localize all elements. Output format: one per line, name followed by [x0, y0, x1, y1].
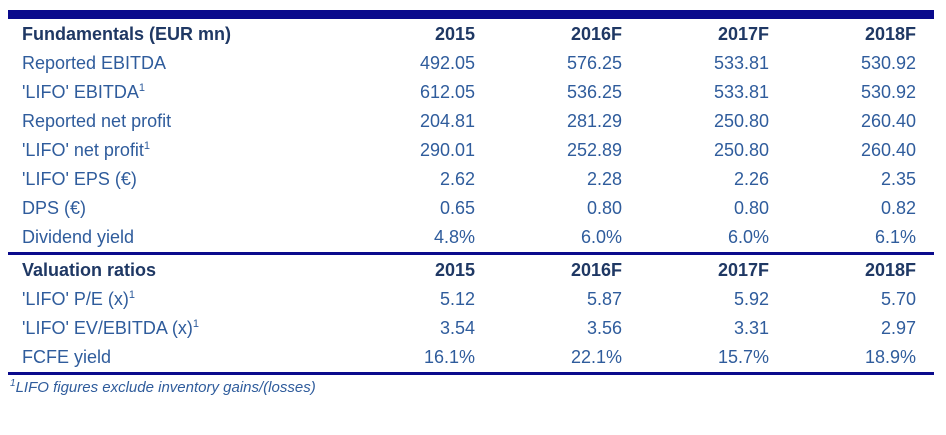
cell-value: 536.25: [566, 82, 622, 102]
cell-value: 5.87: [586, 289, 622, 309]
cell-value: 6.0%: [727, 227, 769, 247]
table-row-fcfe-yield: FCFE yield 16.1% 22.1% 15.7% 18.9%: [8, 343, 934, 372]
row-label-text: Dividend yield: [22, 227, 135, 247]
cell-value: 204.81: [419, 111, 475, 131]
column-header-2017f: 2017F: [717, 260, 769, 280]
cell-value: 22.1%: [570, 347, 622, 367]
column-header-2015: 2015: [434, 24, 475, 44]
row-label-text: Reported EBITDA: [22, 53, 167, 73]
financial-summary-table: Fundamentals (EUR mn) 2015 2016F 2017F 2…: [8, 10, 934, 399]
column-header-2018f: 2018F: [864, 260, 916, 280]
cell-value: 290.01: [419, 140, 475, 160]
cell-value: 18.9%: [864, 347, 916, 367]
row-label: FCFE yield: [8, 343, 328, 372]
column-header-2016f: 2016F: [570, 24, 622, 44]
cell-value: 0.82: [880, 198, 916, 218]
row-label-text: Reported net profit: [22, 111, 172, 131]
cell-value: 15.7%: [717, 347, 769, 367]
cell-value: 2.62: [439, 169, 475, 189]
column-header-2017f: 2017F: [717, 24, 769, 44]
table-row-dividend-yield: Dividend yield 4.8% 6.0% 6.0% 6.1%: [8, 223, 934, 252]
row-label-text: 'LIFO' P/E (x): [22, 289, 129, 309]
cell-value: 3.31: [733, 318, 769, 338]
cell-value: 6.0%: [580, 227, 622, 247]
row-label: 'LIFO' EV/EBITDA (x)1: [8, 314, 328, 343]
section-title-fundamentals: Fundamentals (EUR mn): [22, 24, 232, 44]
cell-value: 252.89: [566, 140, 622, 160]
row-label: 'LIFO' net profit1: [8, 136, 328, 165]
cell-value: 6.1%: [874, 227, 916, 247]
row-label: 'LIFO' EBITDA1: [8, 78, 328, 107]
row-label: DPS (€): [8, 194, 328, 223]
table-row-lifo-pe: 'LIFO' P/E (x)1 5.12 5.87 5.92 5.70: [8, 285, 934, 314]
valuation-header-row: Valuation ratios 2015 2016F 2017F 2018F: [8, 255, 934, 285]
row-label-text: 'LIFO' EV/EBITDA (x): [22, 318, 193, 338]
cell-value: 530.92: [860, 53, 916, 73]
cell-value: 576.25: [566, 53, 622, 73]
footnote: 1LIFO figures exclude inventory gains/(l…: [8, 377, 934, 399]
cell-value: 492.05: [419, 53, 475, 73]
footnote-marker: 1: [128, 289, 136, 301]
row-label: Reported net profit: [8, 107, 328, 136]
row-label-text: 'LIFO' net profit: [22, 140, 144, 160]
cell-value: 260.40: [860, 140, 916, 160]
cell-value: 5.12: [439, 289, 475, 309]
row-label: 'LIFO' P/E (x)1: [8, 285, 328, 314]
cell-value: 3.56: [586, 318, 622, 338]
row-label: 'LIFO' EPS (€): [8, 165, 328, 194]
cell-value: 0.80: [586, 198, 622, 218]
table-row-lifo-ebitda: 'LIFO' EBITDA1 612.05 536.25 533.81 530.…: [8, 78, 934, 107]
cell-value: 3.54: [439, 318, 475, 338]
footnote-marker: 1: [138, 82, 146, 94]
cell-value: 2.28: [586, 169, 622, 189]
table-top-border: [8, 10, 934, 19]
cell-value: 530.92: [860, 82, 916, 102]
table-bottom-border: [8, 372, 934, 375]
row-label-text: FCFE yield: [22, 347, 112, 367]
cell-value: 4.8%: [433, 227, 475, 247]
row-label-text: DPS (€): [22, 198, 87, 218]
cell-value: 0.65: [439, 198, 475, 218]
table-row-dps: DPS (€) 0.65 0.80 0.80 0.82: [8, 194, 934, 223]
cell-value: 5.92: [733, 289, 769, 309]
table-row-lifo-eps: 'LIFO' EPS (€) 2.62 2.28 2.26 2.35: [8, 165, 934, 194]
cell-value: 281.29: [566, 111, 622, 131]
table-row-reported-ebitda: Reported EBITDA 492.05 576.25 533.81 530…: [8, 49, 934, 78]
cell-value: 2.26: [733, 169, 769, 189]
cell-value: 2.97: [880, 318, 916, 338]
valuation-section: Valuation ratios 2015 2016F 2017F 2018F …: [8, 255, 934, 372]
row-label-text: 'LIFO' EBITDA: [22, 82, 139, 102]
fundamentals-header-row: Fundamentals (EUR mn) 2015 2016F 2017F 2…: [8, 19, 934, 49]
footnote-marker: 1: [192, 318, 200, 330]
cell-value: 612.05: [419, 82, 475, 102]
cell-value: 260.40: [860, 111, 916, 131]
table-row-lifo-net-profit: 'LIFO' net profit1 290.01 252.89 250.80 …: [8, 136, 934, 165]
row-label: Reported EBITDA: [8, 49, 328, 78]
cell-value: 533.81: [713, 53, 769, 73]
cell-value: 2.35: [880, 169, 916, 189]
cell-value: 0.80: [733, 198, 769, 218]
column-header-2018f: 2018F: [864, 24, 916, 44]
column-header-2015: 2015: [434, 260, 475, 280]
cell-value: 5.70: [880, 289, 916, 309]
cell-value: 250.80: [713, 111, 769, 131]
row-label: Dividend yield: [8, 223, 328, 252]
footnote-superscript: 1: [10, 378, 16, 389]
column-header-2016f: 2016F: [570, 260, 622, 280]
section-divider: [8, 252, 934, 255]
section-title-valuation: Valuation ratios: [22, 260, 157, 280]
footnote-text: LIFO figures exclude inventory gains/(lo…: [15, 379, 316, 396]
cell-value: 250.80: [713, 140, 769, 160]
cell-value: 16.1%: [423, 347, 475, 367]
table-row-lifo-ev-ebitda: 'LIFO' EV/EBITDA (x)1 3.54 3.56 3.31 2.9…: [8, 314, 934, 343]
table-row-reported-net-profit: Reported net profit 204.81 281.29 250.80…: [8, 107, 934, 136]
cell-value: 533.81: [713, 82, 769, 102]
row-label-text: 'LIFO' EPS (€): [22, 169, 137, 189]
fundamentals-section: Fundamentals (EUR mn) 2015 2016F 2017F 2…: [8, 19, 934, 252]
footnote-marker: 1: [143, 140, 151, 152]
